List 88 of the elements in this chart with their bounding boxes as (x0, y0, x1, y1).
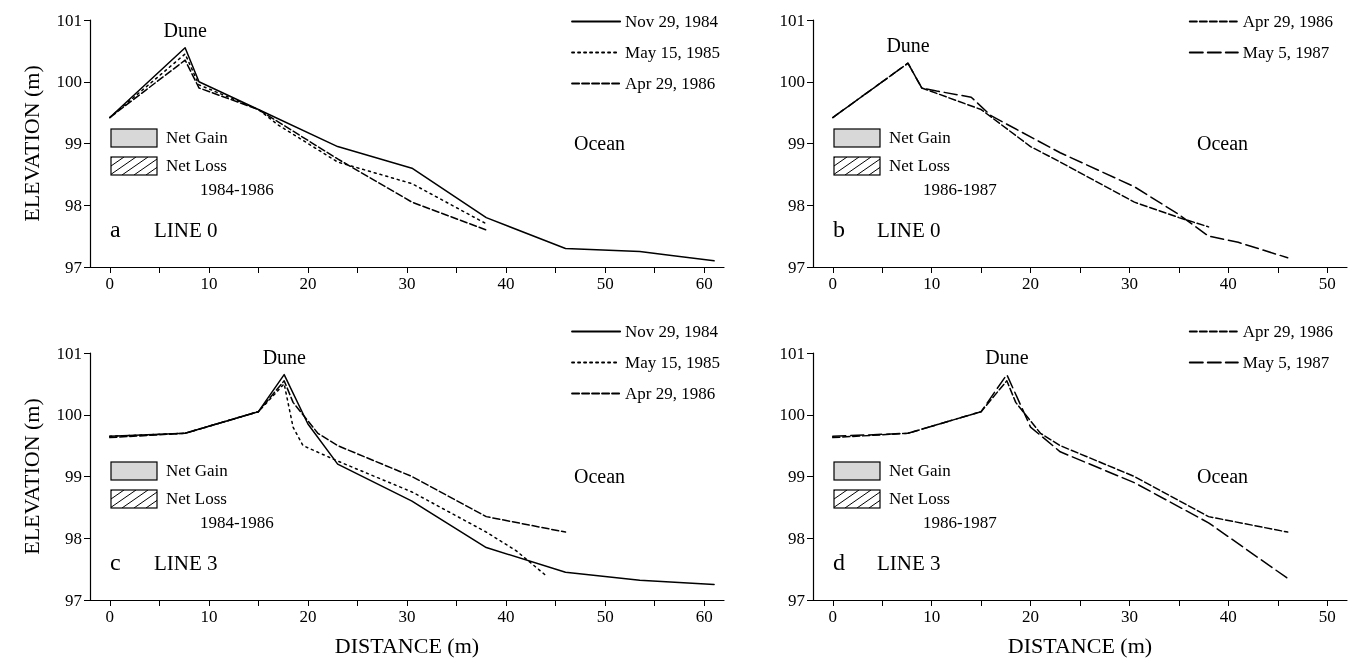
annotation: Net Loss (889, 489, 950, 509)
y-tick-label: 98 (65, 195, 82, 215)
annotation: Ocean (1197, 132, 1249, 155)
legend-label: Apr 29, 1986 (1242, 322, 1334, 341)
annotation: Net Gain (166, 461, 228, 481)
y-tick-label: 99 (788, 467, 805, 486)
x-tick-label: 60 (695, 607, 713, 626)
annotation: b (833, 216, 845, 243)
annotation: a (110, 216, 121, 243)
x-tick-label: 0 (105, 274, 115, 293)
y-axis-title: ELEVATION (m) (18, 398, 44, 555)
x-tick-label: 0 (105, 607, 115, 626)
legend-label: May 15, 1985 (625, 43, 721, 62)
annotation: 1984-1986 (200, 180, 274, 200)
x-tick-label: 0 (828, 607, 838, 626)
x-tick-label: 20 (299, 607, 317, 626)
x-tick-label: 30 (1120, 607, 1138, 626)
legend-label: Apr 29, 1986 (1242, 12, 1334, 31)
annotation: 1986-1987 (923, 513, 997, 533)
annotation: 1984-1986 (200, 513, 274, 533)
annotation: Net Gain (889, 128, 951, 148)
y-tick-label: 101 (56, 343, 82, 363)
x-tick-label: 10 (923, 607, 941, 626)
annotation: Dune (262, 345, 306, 369)
legend-label: Nov 29, 1984 (625, 322, 719, 341)
annotation: Ocean (1197, 465, 1249, 488)
x-tick-label: 10 (200, 274, 218, 293)
annotation: LINE 3 (154, 551, 218, 576)
y-tick-label: 100 (779, 405, 805, 425)
annotation: Ocean (574, 465, 626, 488)
annotation: Dune (163, 18, 207, 42)
x-tick-label: 40 (1219, 607, 1237, 626)
x-tick-label: 0 (828, 274, 838, 293)
annotation: LINE 3 (877, 551, 941, 576)
annotation: LINE 0 (154, 218, 218, 243)
x-tick-label: 60 (695, 274, 713, 293)
y-tick-label: 100 (779, 72, 805, 92)
x-tick-label: 10 (200, 607, 218, 626)
annotation: Net Loss (889, 156, 950, 176)
x-axis-title: DISTANCE (m) (334, 632, 480, 658)
legend-label: Nov 29, 1984 (625, 12, 719, 31)
annotation: Dune (985, 345, 1029, 369)
y-tick-label: 98 (65, 528, 82, 548)
annotation: Dune (886, 34, 930, 58)
annotation: c (110, 549, 121, 576)
y-tick-label: 99 (788, 134, 805, 153)
y-tick-label: 101 (56, 10, 82, 30)
y-tick-label: 97 (65, 590, 83, 610)
y-tick-label: 97 (788, 257, 806, 277)
annotation: Net Loss (166, 156, 227, 176)
x-tick-label: 20 (1022, 274, 1040, 293)
legend-label: May 5, 1987 (1242, 353, 1330, 372)
x-tick-label: 50 (596, 274, 614, 293)
x-tick-label: 30 (398, 274, 416, 293)
y-tick-label: 97 (788, 590, 806, 610)
annotation: LINE 0 (877, 218, 941, 243)
x-tick-label: 50 (1318, 607, 1336, 626)
x-tick-label: 30 (1120, 274, 1138, 293)
legend-label: May 5, 1987 (1242, 43, 1330, 62)
annotation: d (833, 549, 845, 576)
legend-label: Apr 29, 1986 (625, 384, 716, 403)
x-tick-label: 20 (299, 274, 317, 293)
annotation: Ocean (574, 132, 626, 155)
x-tick-label: 40 (497, 607, 515, 626)
annotation: 1986-1987 (923, 180, 997, 200)
y-tick-label: 98 (788, 195, 805, 215)
y-tick-label: 99 (65, 467, 82, 486)
y-tick-label: 97 (65, 257, 83, 277)
annotation: Net Gain (889, 461, 951, 481)
y-tick-label: 98 (788, 528, 805, 548)
y-tick-label: 101 (779, 343, 805, 363)
x-tick-label: 30 (398, 607, 416, 626)
x-tick-label: 40 (497, 274, 515, 293)
x-tick-label: 40 (1219, 274, 1237, 293)
annotation: Net Loss (166, 489, 227, 509)
y-tick-label: 100 (56, 72, 82, 92)
x-tick-label: 50 (596, 607, 614, 626)
legend-label: Apr 29, 1986 (625, 74, 716, 93)
x-axis-title: DISTANCE (m) (1007, 632, 1153, 658)
y-axis-title: ELEVATION (m) (18, 65, 44, 222)
y-tick-label: 100 (56, 405, 82, 425)
x-tick-label: 50 (1318, 274, 1336, 293)
annotation: Net Gain (166, 128, 228, 148)
y-tick-label: 99 (65, 134, 82, 153)
y-tick-label: 101 (779, 10, 805, 30)
x-tick-label: 10 (923, 274, 941, 293)
x-tick-label: 20 (1022, 607, 1040, 626)
legend-label: May 15, 1985 (625, 353, 721, 372)
